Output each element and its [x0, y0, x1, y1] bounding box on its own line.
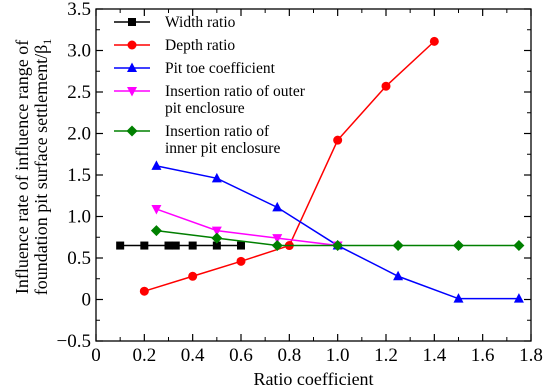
- x-axis-ticks: 0 0.2 0.4 0.6 0.8 1.0 1.2 1.4 1.6 1.8: [91, 9, 543, 366]
- data-point-square: [188, 241, 197, 250]
- y-axis-title: Influence rate of influence range offoun…: [12, 39, 54, 296]
- data-point-square: [128, 18, 136, 26]
- data-point-diamond: [211, 232, 223, 244]
- legend-label: Insertion ratio of: [165, 123, 270, 140]
- y-tick-label: 2.5: [67, 82, 91, 103]
- data-point-triangle-up: [127, 62, 137, 72]
- legend-label: Pit toe coefficient: [165, 60, 276, 77]
- series-line: [144, 40, 435, 292]
- data-point-diamond: [271, 240, 283, 252]
- legend-entry-1: Width ratio: [114, 14, 236, 31]
- series-layer: [116, 36, 525, 303]
- legend-label: inner pit enclosure: [165, 140, 280, 157]
- y-tick-label: 0: [82, 290, 92, 311]
- data-point-diamond: [150, 225, 162, 237]
- x-tick-label: 0: [91, 345, 101, 366]
- data-point-circle: [333, 135, 343, 145]
- data-point-triangle-up: [272, 201, 283, 212]
- series-line: [156, 165, 519, 300]
- data-point-triangle-up: [393, 270, 404, 281]
- y-tick-label: 2.0: [67, 124, 91, 145]
- data-point-circle: [381, 81, 391, 91]
- data-point-diamond: [332, 240, 344, 252]
- data-point-square: [164, 241, 173, 250]
- data-point-triangle-down: [272, 234, 283, 244]
- data-point-circle: [188, 271, 198, 281]
- y-axis-title-subscript: 1: [40, 39, 54, 45]
- y-tick-label: 0.5: [67, 248, 91, 269]
- y-tick-label: 3.0: [67, 41, 91, 62]
- data-point-square: [171, 241, 180, 250]
- x-tick-label: 0.2: [132, 345, 156, 366]
- plot-frame: [95, 8, 532, 342]
- x-tick-label: 0.4: [181, 345, 205, 366]
- data-point-triangle-down: [127, 87, 137, 97]
- data-point-triangle-up: [513, 293, 524, 303]
- series-line: [156, 208, 338, 247]
- x-tick-label: 1.4: [422, 345, 446, 366]
- axes-frame: [95, 8, 532, 342]
- data-point-square: [237, 241, 245, 250]
- data-point-circle: [127, 40, 137, 50]
- legend-entry-3: Pit toe coefficient: [114, 60, 276, 77]
- legend-label: Width ratio: [165, 14, 236, 31]
- data-point-diamond: [453, 240, 464, 252]
- y-tick-label: 3.5: [67, 0, 91, 20]
- data-point-diamond: [392, 240, 404, 252]
- data-point-triangle-up: [151, 160, 162, 170]
- x-tick-label: 1.8: [519, 345, 543, 366]
- y-axis-title-line-2: foundation pit surface settlement/β: [31, 45, 51, 296]
- data-point-circle: [236, 256, 246, 266]
- data-point-square: [116, 241, 125, 250]
- x-tick-label: 1.0: [326, 345, 350, 366]
- y-tick-label: 1.0: [67, 207, 91, 228]
- data-point-circle: [429, 36, 439, 46]
- data-point-square: [212, 241, 221, 250]
- legend: Width ratio Depth ratio Pit toe coefficien…: [114, 14, 306, 157]
- legend-label: Depth ratio: [165, 37, 235, 54]
- data-point-diamond: [513, 240, 525, 252]
- y-tick-label: 1.5: [67, 165, 91, 186]
- data-point-square: [140, 241, 149, 250]
- data-point-triangle-up: [211, 172, 222, 183]
- x-tick-label: 1.2: [374, 345, 398, 366]
- data-point-circle: [139, 286, 149, 296]
- y-axis-ticks: −0.5 0 0.5 1.0 1.5 2.0 2.5 3.0 3.5: [57, 0, 531, 352]
- legend-entry-2: Depth ratio: [114, 37, 235, 54]
- x-tick-label: 0.6: [229, 345, 253, 366]
- data-point-diamond: [126, 125, 138, 137]
- series-5: [150, 225, 525, 252]
- x-tick-label: 0.8: [277, 345, 301, 366]
- legend-label: Insertion ratio of outer: [165, 83, 306, 100]
- data-point-triangle-down: [211, 226, 222, 237]
- series-3: [151, 160, 524, 303]
- y-axis-title-line-1: Influence rate of influence range of: [12, 40, 32, 294]
- x-axis-title: Ratio coefficient: [253, 369, 373, 389]
- y-tick-label: −0.5: [57, 331, 91, 352]
- data-point-triangle-down: [151, 205, 162, 215]
- series-4: [151, 205, 343, 252]
- data-point-triangle-up: [453, 293, 464, 303]
- x-tick-label: 1.6: [471, 345, 495, 366]
- series-1: [116, 241, 245, 250]
- legend-label: pit enclosure: [165, 100, 245, 117]
